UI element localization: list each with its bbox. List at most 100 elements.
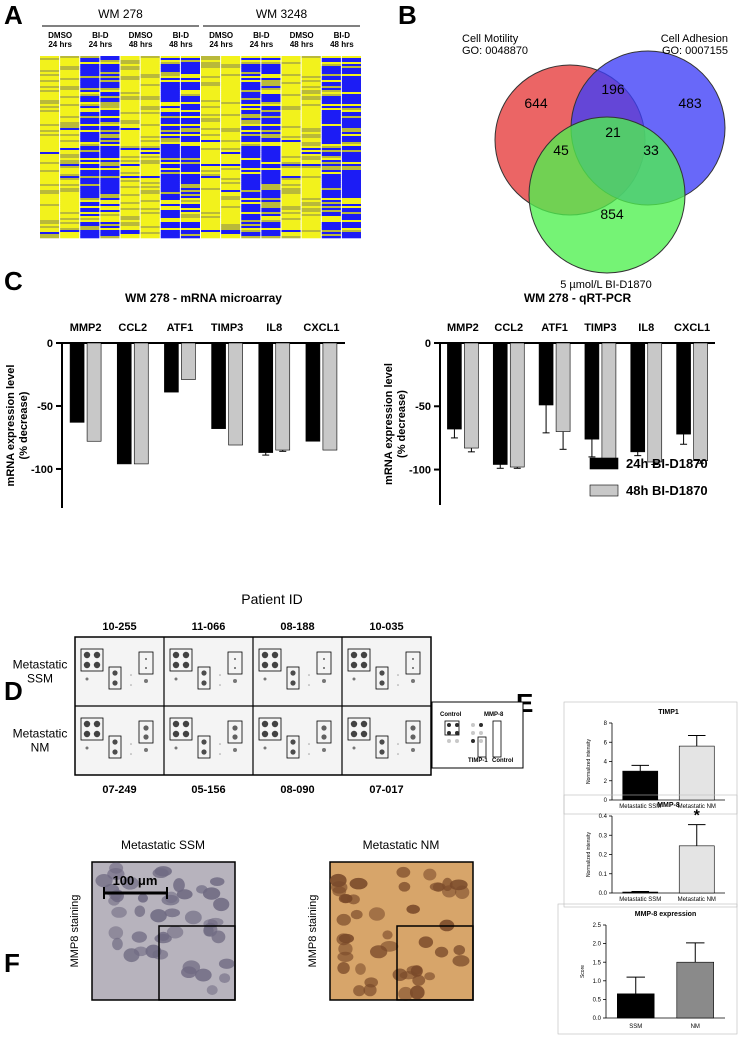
- key-label: MMP-8: [484, 712, 504, 718]
- heatmap-cell: [221, 236, 241, 239]
- heatmap-cell: [201, 106, 221, 109]
- heatmap-cell: [341, 92, 361, 95]
- heatmap-cell: [261, 214, 281, 217]
- bar: [258, 342, 274, 453]
- heatmap-cell: [201, 120, 221, 123]
- heatmap-cell: [100, 76, 120, 79]
- heatmap-cell: [60, 84, 80, 87]
- heatmap-cell: [180, 102, 200, 105]
- heatmap-cell: [60, 188, 80, 191]
- heatmap-cell: [120, 118, 140, 121]
- heatmap-cell: [281, 64, 301, 67]
- heatmap-cell: [241, 108, 261, 111]
- error-bar: [588, 439, 596, 458]
- heatmap-cell: [140, 196, 160, 199]
- heatmap-cell: [100, 236, 120, 239]
- heatmap-cell: [301, 76, 321, 79]
- heatmap-cell: [120, 214, 140, 217]
- heatmap-cell: [221, 180, 241, 183]
- heatmap-cell: [221, 68, 241, 71]
- heatmap-cell: [40, 124, 60, 127]
- heatmap-cell: [160, 188, 180, 191]
- heatmap-cell: [201, 190, 221, 193]
- heatmap-cell: [281, 158, 301, 161]
- heatmap-cell: [241, 146, 261, 149]
- heatmap-cell: [180, 100, 200, 103]
- heatmap-cell: [261, 236, 281, 239]
- heatmap-cell: [60, 190, 80, 193]
- category-label: TIMP3: [584, 322, 616, 334]
- heatmap-cell: [140, 202, 160, 205]
- heatmap-cell: [201, 136, 221, 139]
- heatmap-cell: [301, 106, 321, 109]
- blot-dot: [271, 720, 279, 728]
- heatmap-cell: [100, 140, 120, 143]
- heatmap-cell: [140, 108, 160, 111]
- heatmap-cell: [221, 84, 241, 87]
- heatmap-cell: [180, 62, 200, 65]
- heatmap-cell: [341, 180, 361, 183]
- heatmap-cell: [100, 184, 120, 187]
- heatmap-cell: [100, 204, 120, 207]
- heatmap-cell: [140, 170, 160, 173]
- panel-letter: D: [4, 676, 23, 706]
- heatmap-cell: [120, 88, 140, 91]
- heatmap-cell: [140, 90, 160, 93]
- heatmap-cell: [100, 216, 120, 219]
- heatmap-cell: [201, 74, 221, 77]
- heatmap-cell: [261, 110, 281, 113]
- venn-count: 33: [643, 142, 659, 158]
- blot-dot: [455, 731, 459, 735]
- heatmap-cell: [281, 58, 301, 61]
- error-bar: [496, 464, 504, 469]
- heatmap-cell: [341, 206, 361, 209]
- heatmap-cell: [120, 124, 140, 127]
- heatmap-cell: [140, 84, 160, 87]
- heatmap-cell: [140, 174, 160, 177]
- heatmap-cell: [301, 132, 321, 135]
- heatmap-cell: [261, 86, 281, 89]
- heatmap-cell: [100, 62, 120, 65]
- heatmap-cell: [180, 140, 200, 143]
- heatmap-cell: [180, 166, 200, 169]
- heatmap-cell: [221, 78, 241, 81]
- heatmap-cell: [140, 230, 160, 233]
- heatmap-cell: [60, 112, 80, 115]
- heatmap-cell: [140, 232, 160, 235]
- heatmap-cell: [341, 116, 361, 119]
- heatmap-cell: [60, 138, 80, 141]
- heatmap-cell: [221, 126, 241, 129]
- heatmap-cell: [100, 104, 120, 107]
- y-axis-label: mRNA expression level: [5, 365, 17, 487]
- heatmap-cell: [261, 206, 281, 209]
- heatmap-cell: [180, 148, 200, 151]
- heatmap-cell: [80, 190, 100, 193]
- heatmap-cell: [241, 102, 261, 105]
- heatmap-cell: [201, 150, 221, 153]
- panel-letter: C: [4, 266, 23, 296]
- heatmap-cell: [180, 206, 200, 209]
- heatmap-cell: [221, 228, 241, 231]
- heatmap-cell: [221, 176, 241, 179]
- heatmap-cell: [241, 76, 261, 79]
- heatmap-cell: [281, 70, 301, 73]
- heatmap-cell: [261, 196, 281, 199]
- heatmap-cell: [180, 202, 200, 205]
- heatmap-cell: [321, 196, 341, 199]
- heatmap-cell: [140, 214, 160, 217]
- venn-count: 854: [600, 206, 624, 222]
- blot-dot: [145, 658, 147, 660]
- heatmap-cell: [341, 162, 361, 165]
- heatmap-cell: [180, 146, 200, 149]
- blot-dot: [397, 753, 399, 755]
- heatmap-cell: [40, 232, 60, 235]
- heatmap-cell: [60, 228, 80, 231]
- heatmap-cell: [60, 120, 80, 123]
- heatmap-cell: [221, 160, 241, 163]
- heatmap-cell: [80, 96, 100, 99]
- heatmap-cell: [261, 102, 281, 105]
- heatmap-cell: [261, 80, 281, 83]
- heatmap-cell: [201, 78, 221, 81]
- heatmap-cell: [120, 194, 140, 197]
- heatmap-cell: [100, 162, 120, 165]
